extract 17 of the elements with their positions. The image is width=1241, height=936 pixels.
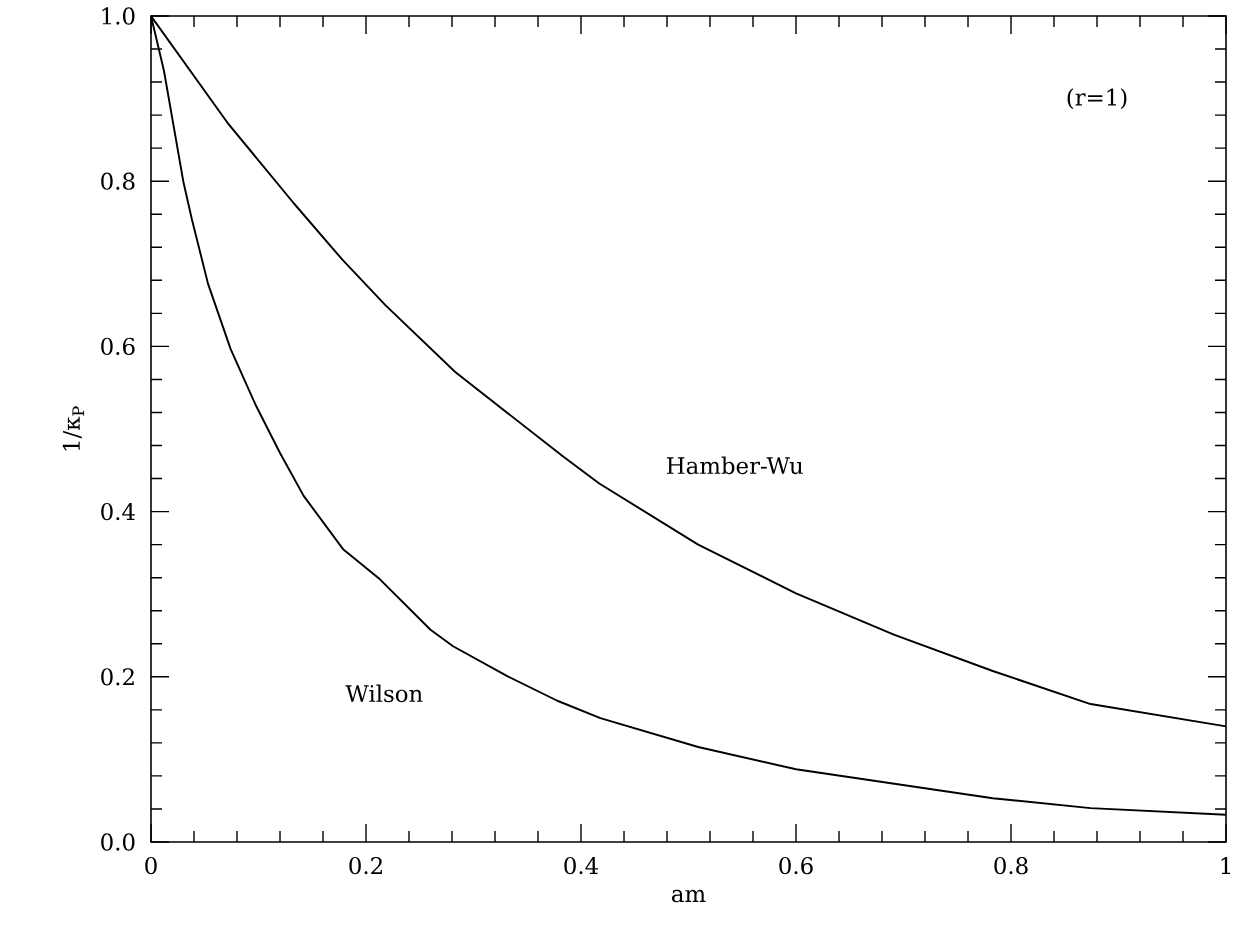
x-tick-label: 0 [145, 857, 157, 875]
y-tick-label: 0.4 [101, 502, 135, 521]
y-tick-label: 0.0 [101, 833, 135, 851]
y-tick-label: 0.8 [101, 172, 135, 190]
x-tick-label: 0.4 [564, 857, 599, 875]
text: Wilson [345, 684, 423, 703]
y-tick-label: 0.2 [101, 668, 134, 686]
y-tick-label: 1.0 [102, 7, 135, 25]
x-tick-label: 0.2 [349, 857, 382, 875]
x-tick-label: 0.6 [779, 857, 813, 875]
x-axis-title: am [672, 889, 706, 903]
annotation: (r=1) [1067, 88, 1127, 110]
y-tick-label: 0.6 [101, 337, 135, 356]
series-label: Hamber-Wu [667, 456, 803, 475]
x-tick-label: 0.8 [994, 857, 1028, 875]
x-tick-label: 1 [1221, 857, 1231, 874]
y-axis-title: 1/κ$_{P}$ [62, 406, 85, 451]
